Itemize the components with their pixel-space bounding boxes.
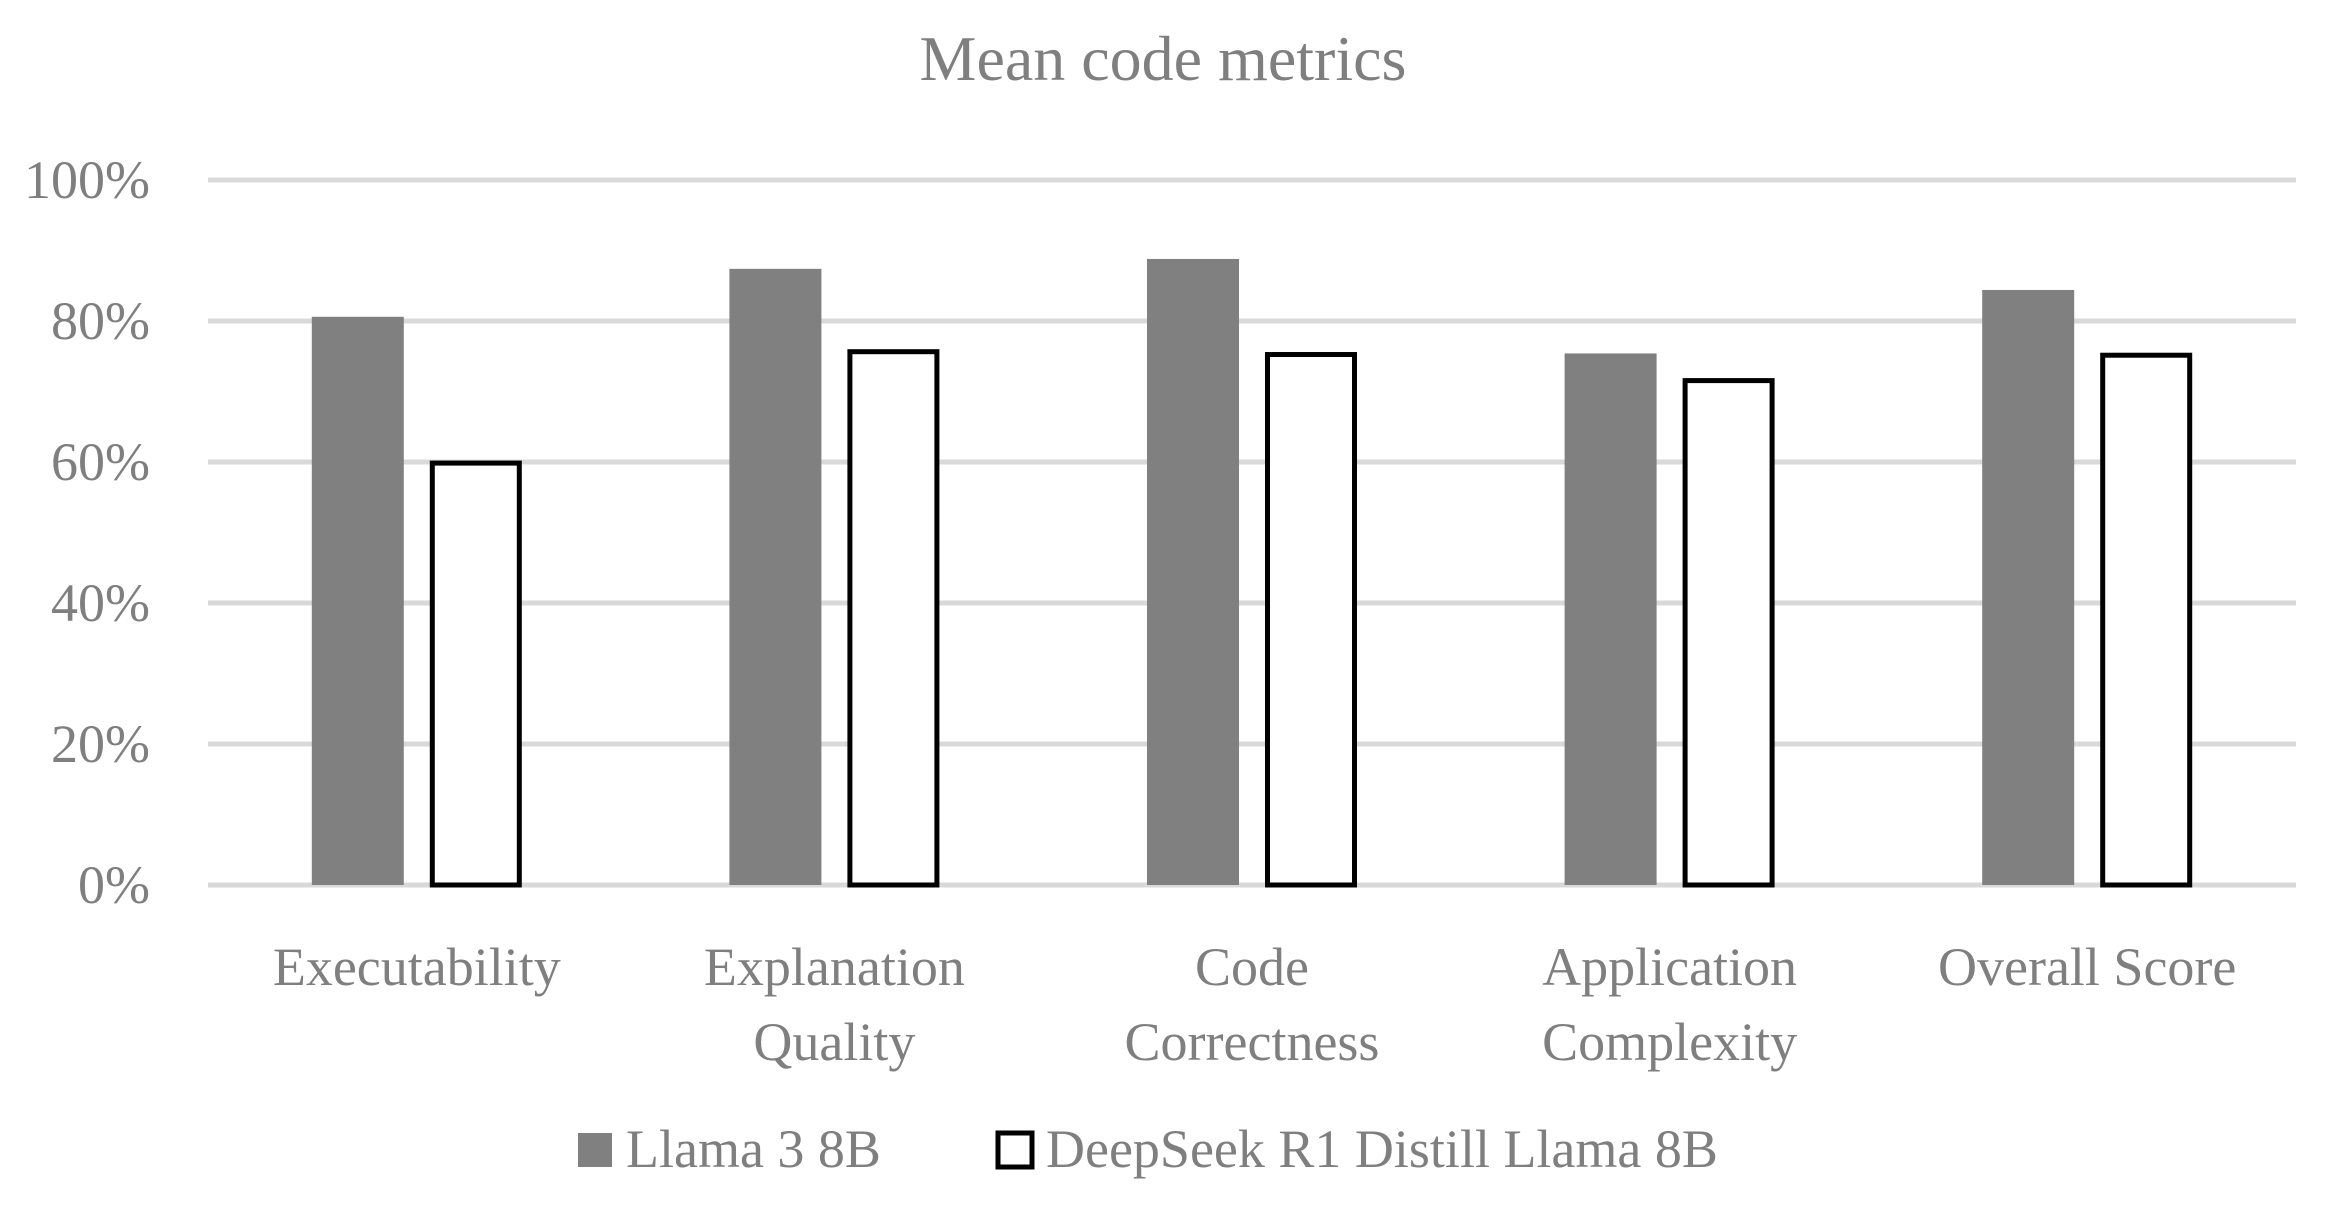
chart-title: Mean code metrics bbox=[920, 23, 1407, 94]
legend-swatch-llama-3-8b bbox=[578, 1133, 612, 1167]
bars bbox=[311, 258, 2193, 888]
y-tick-label: 80% bbox=[51, 291, 150, 351]
bar-deepseek-r1-distill-0 bbox=[429, 460, 522, 888]
x-category-label: Explanation bbox=[704, 937, 965, 997]
y-tick-label: 0% bbox=[78, 855, 150, 915]
x-category-label: Executability bbox=[273, 937, 561, 997]
legend-label-deepseek-r1-distill: DeepSeek R1 Distill Llama 8B bbox=[1046, 1119, 1718, 1179]
bar-llama-3-8b-0 bbox=[311, 316, 404, 885]
bar-llama-3-8b-4 bbox=[1982, 289, 2075, 886]
bar-deepseek-r1-distill-1 bbox=[847, 349, 940, 888]
bar-llama-3-8b-2 bbox=[1147, 258, 1239, 886]
bar-deepseek-r1-distill-2 bbox=[1265, 352, 1357, 888]
legend-label-llama-3-8b: Llama 3 8B bbox=[626, 1119, 881, 1179]
bar-deepseek-r1-distill-4 bbox=[2100, 352, 2193, 888]
x-category-label: Overall Score bbox=[1938, 937, 2236, 997]
x-category-label: Correctness bbox=[1125, 1012, 1380, 1072]
bar-deepseek-r1-distill-3 bbox=[1682, 378, 1775, 888]
y-tick-label: 40% bbox=[51, 573, 150, 633]
gridlines bbox=[208, 177, 2296, 888]
x-category-label: Application bbox=[1542, 937, 1797, 997]
y-tick-label: 60% bbox=[51, 432, 150, 492]
y-tick-label: 20% bbox=[51, 714, 150, 774]
bar-llama-3-8b-3 bbox=[1564, 353, 1657, 885]
x-axis-categories: Executability Explanation Quality Code Corre… bbox=[273, 937, 2237, 1072]
legend-swatch-deepseek-r1-distill bbox=[995, 1130, 1035, 1170]
x-category-label: Complexity bbox=[1542, 1012, 1797, 1072]
x-category-label: Quality bbox=[753, 1012, 915, 1072]
x-category-label: Code bbox=[1195, 937, 1309, 997]
y-tick-label: 100% bbox=[24, 150, 150, 210]
bar-llama-3-8b-1 bbox=[729, 268, 822, 886]
legend: Llama 3 8B DeepSeek R1 Distill Llama 8B bbox=[578, 1119, 1718, 1179]
y-axis-ticks: 0% 20% 40% 60% 80% 100% bbox=[24, 150, 150, 915]
